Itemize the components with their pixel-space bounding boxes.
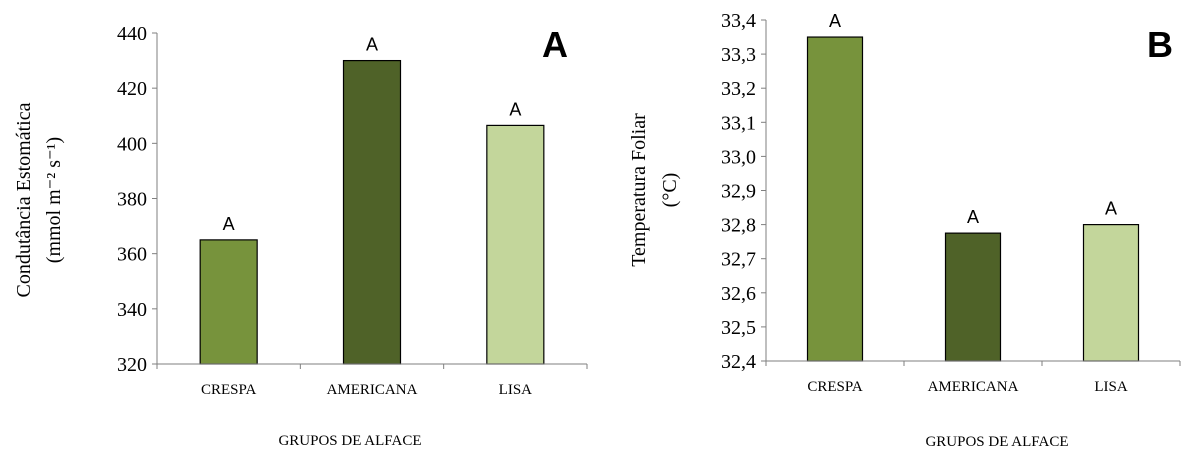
- bar-americana: [944, 232, 1002, 362]
- data-label: A: [967, 207, 979, 227]
- chart-a-x-axis-label: GRUPOS DE ALFACE: [278, 433, 421, 449]
- chart-b-x-axis-label: GRUPOS DE ALFACE: [925, 434, 1068, 450]
- data-label: A: [366, 35, 378, 55]
- chart-b-category-labels: CRESPA AMERICANA LISA: [807, 379, 1127, 395]
- y-tick-label: 32,7: [721, 249, 756, 271]
- bar-lisa: [486, 124, 545, 365]
- chart-a-panel-label: A: [542, 24, 568, 65]
- chart-a-y-axis-unit: (mmol m⁻² s⁻¹): [43, 137, 65, 263]
- category-label: AMERICANA: [928, 379, 1019, 395]
- y-tick-label: 33,2: [721, 78, 756, 100]
- category-label: LISA: [499, 382, 533, 398]
- chart-b-bars: [806, 36, 1140, 362]
- bar-americana: [342, 59, 402, 365]
- y-tick-label: 380: [117, 189, 147, 211]
- chart-b-data-labels: A A A: [829, 11, 1117, 227]
- category-label: CRESPA: [201, 382, 256, 398]
- category-label: LISA: [1094, 379, 1128, 395]
- y-tick-label: 320: [117, 354, 147, 376]
- data-label: A: [1105, 199, 1117, 219]
- y-tick-label: 420: [117, 78, 147, 100]
- y-tick-label: 32,6: [721, 283, 756, 305]
- chart-a-y-axis-label: Condutância Estomática: [13, 102, 35, 297]
- chart-a-data-labels: A A A: [223, 35, 522, 234]
- data-label: A: [509, 99, 521, 119]
- bar-lisa: [1082, 224, 1140, 362]
- category-label: AMERICANA: [327, 382, 418, 398]
- y-tick-label: 32,4: [721, 351, 756, 373]
- y-tick-label: 33,1: [721, 112, 756, 134]
- y-tick-label: 440: [117, 23, 147, 45]
- y-tick-label: 32,8: [721, 215, 756, 237]
- y-tick-label: 32,9: [721, 181, 756, 203]
- chart-a-category-labels: CRESPA AMERICANA LISA: [201, 382, 532, 398]
- category-label: CRESPA: [807, 379, 862, 395]
- y-tick-label: 33,0: [721, 146, 756, 168]
- chart-b-panel-label: B: [1147, 24, 1173, 65]
- bar-crespa: [806, 36, 864, 362]
- chart-a-y-ticks: 320 340 360 380 400 420 440: [117, 23, 157, 376]
- chart-a-x-axis-ticks: [156, 364, 588, 369]
- chart-b: 32,4 32,5 32,6 32,7 32,8 32,9 33,0 33,1 33,2 33,3…: [628, 10, 1181, 450]
- chart-b-y-axis-unit: (°C): [659, 173, 681, 208]
- y-tick-label: 33,4: [721, 10, 756, 32]
- bar-crespa: [199, 239, 258, 365]
- chart-a-bars: [199, 59, 545, 365]
- y-tick-label: 360: [117, 244, 147, 266]
- data-label: A: [829, 11, 841, 31]
- data-label: A: [223, 214, 235, 234]
- chart-b-y-axis-label: Temperatura Foliar: [628, 113, 650, 267]
- chart-b-y-ticks: 32,4 32,5 32,6 32,7 32,8 32,9 33,0 33,1 33,2 33,3…: [721, 10, 766, 373]
- chart-b-x-axis-ticks: [765, 361, 1181, 366]
- chart-a: 320 340 360 380 400 420 440 A A A CRESPA AMERICAN…: [13, 23, 588, 449]
- y-tick-label: 400: [117, 133, 147, 155]
- y-tick-label: 33,3: [721, 44, 756, 66]
- y-tick-label: 32,5: [721, 317, 756, 339]
- y-tick-label: 340: [117, 299, 147, 321]
